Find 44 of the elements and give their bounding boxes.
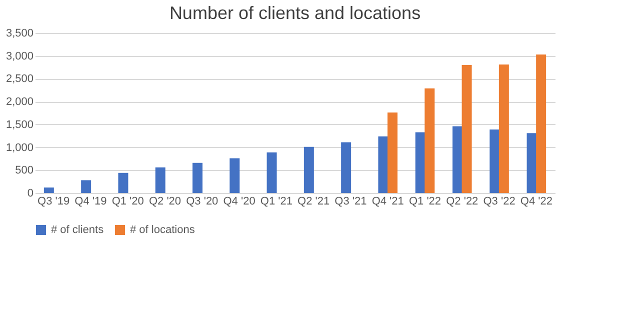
y-tick-label: 1,000	[6, 142, 34, 154]
x-tick-label: Q4 '19	[74, 196, 107, 208]
bar	[304, 146, 314, 193]
y-tick-label: 1,500	[6, 118, 34, 131]
x-tick-label: Q3 '22	[483, 196, 516, 208]
bar	[266, 152, 277, 193]
legend-label: # of clients	[51, 224, 104, 236]
x-tick-label: Q4 '22	[520, 196, 552, 208]
bar	[388, 112, 398, 193]
y-tick-label: 2,500	[6, 73, 34, 86]
bar	[155, 167, 166, 193]
y-tick-label: 0	[27, 188, 34, 200]
bar	[230, 158, 240, 193]
y-tick-label: 500	[15, 164, 34, 177]
y-tick-label: 2,000	[6, 96, 34, 108]
bar	[452, 126, 462, 193]
x-tick-label: Q2 '21	[298, 196, 330, 208]
bar	[44, 188, 54, 193]
bar	[490, 129, 500, 193]
x-tick-label: Q2 '20	[148, 196, 182, 208]
y-tick-label: 3,500	[6, 28, 34, 40]
x-tick-label: Q3 '19	[38, 196, 70, 208]
bar	[378, 136, 388, 193]
bar	[526, 133, 537, 193]
y-tick-label: 3,000	[6, 50, 34, 62]
chart-title: Number of clients and locations	[169, 3, 421, 23]
x-tick-label: Q2 '22	[446, 196, 478, 208]
bar	[118, 172, 128, 193]
bar	[81, 180, 92, 193]
bar	[462, 65, 472, 193]
x-tick-label: Q4 '21	[372, 196, 404, 208]
bar	[192, 162, 202, 193]
bar	[415, 132, 426, 193]
bar	[424, 88, 435, 193]
bar	[536, 54, 546, 193]
x-tick-label: Q1 '21	[260, 196, 292, 208]
x-tick-label: Q1 '22	[408, 196, 442, 208]
x-tick-label: Q1 '20	[112, 196, 144, 208]
legend-label: # of locations	[130, 224, 196, 236]
x-tick-label: Q3 '20	[186, 196, 218, 208]
x-tick-label: Q4 '20	[223, 196, 256, 208]
bar	[498, 64, 509, 193]
x-tick-label: Q3 '21	[334, 196, 367, 208]
bar	[341, 142, 352, 193]
